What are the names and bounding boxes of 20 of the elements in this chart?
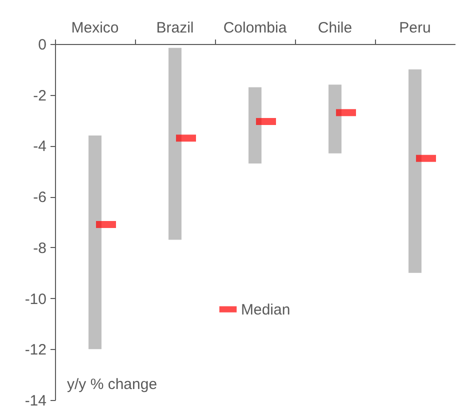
y-tick-label: -10 [24,290,46,308]
x-tick-label: Colombia [223,20,288,36]
annotation: y/y % change [67,376,158,393]
x-tick-label: Brazil [156,20,194,36]
x-tick-label: Peru [399,20,431,36]
y-tick-label: -6 [33,189,46,206]
y-tick-label: -2 [33,87,46,104]
bar [408,69,422,273]
y-tick-label: 0 [38,36,46,54]
bar [88,136,102,350]
bar [328,84,342,154]
y-tick-label: -12 [24,342,46,359]
y-tick-label: -14 [24,392,46,410]
x-tick-label: Mexico [71,20,119,36]
y-tick-label: -4 [33,138,46,156]
legend-label: Median [241,301,290,318]
y-tick-label: -8 [33,240,46,257]
x-tick-label: Chile [318,20,352,36]
bar [168,48,182,240]
bar [248,87,262,164]
